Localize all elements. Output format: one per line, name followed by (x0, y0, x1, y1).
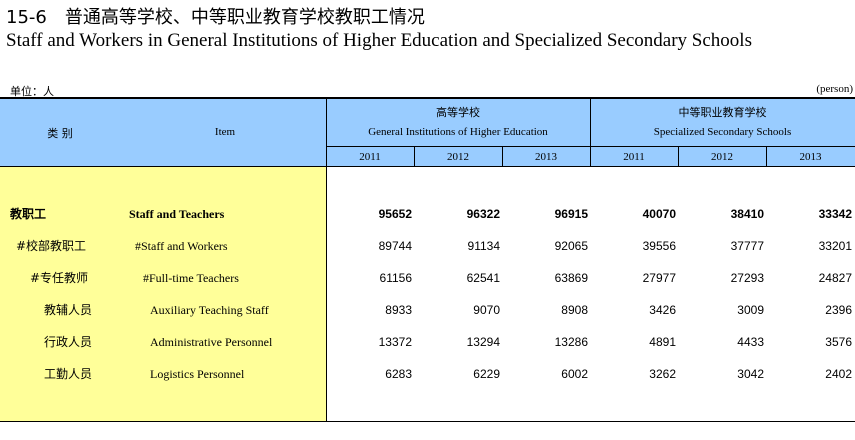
cell-value: 3576 (825, 335, 852, 349)
cell-value: 13372 (378, 335, 412, 349)
table-bottom-rule (0, 421, 855, 422)
cell-value: 33201 (818, 239, 852, 253)
row-label-divider (326, 167, 327, 421)
year-header: 2013 (799, 151, 822, 163)
cell-value: 6002 (561, 367, 588, 381)
table-row: #校部教职工 #Staff and Workers 89744 91134 92… (0, 236, 855, 256)
table-row: 工勤人员 Logistics Personnel 6283 6229 6002 … (0, 364, 855, 384)
cell-value: 9070 (473, 303, 500, 317)
table-top-rule (0, 97, 855, 99)
row-label-cn: 工勤人员 (44, 367, 93, 381)
cell-value: 3009 (737, 303, 764, 317)
year-divider (502, 146, 503, 167)
cell-value: 3426 (649, 303, 676, 317)
cell-value: 24827 (818, 271, 852, 285)
row-label-en: Auxiliary Teaching Staff (150, 303, 269, 317)
table-title-cn: 15-6 普通高等学校、中等职业教育学校教职工情况 (6, 7, 425, 28)
header-group1-en: General Institutions of Higher Education (368, 126, 548, 138)
row-label-en: #Staff and Workers (135, 239, 228, 253)
row-label-cn: 教辅人员 (44, 303, 93, 317)
cell-value: 4891 (649, 335, 676, 349)
header-group2-en: Specialized Secondary Schools (653, 126, 792, 138)
year-divider (678, 146, 679, 167)
cell-value: 63869 (554, 271, 588, 285)
row-label-column (0, 167, 326, 421)
cell-value: 96915 (554, 207, 588, 221)
cell-value: 39556 (642, 239, 676, 253)
unit-label-cn: 单位：人 (10, 85, 54, 98)
row-label-cn: 行政人员 (44, 335, 93, 349)
row-label-cn: 教职工 (10, 207, 47, 221)
cell-value: 40070 (642, 207, 676, 221)
row-label-en: Administrative Personnel (150, 335, 273, 349)
cell-value: 6283 (385, 367, 412, 381)
year-header: 2012 (711, 151, 733, 163)
year-row-rule (326, 146, 855, 147)
cell-value: 27977 (642, 271, 676, 285)
cell-value: 8933 (385, 303, 412, 317)
cell-value: 2396 (825, 303, 852, 317)
cell-value: 27293 (730, 271, 764, 285)
row-label-en: #Full-time Teachers (143, 271, 239, 285)
cell-value: 96322 (466, 207, 500, 221)
table-row: #专任教师 #Full-time Teachers 61156 62541 63… (0, 268, 855, 288)
year-divider (766, 146, 767, 167)
header-divider (326, 99, 327, 167)
cell-value: 13294 (466, 335, 500, 349)
unit-label-en: (person) (816, 83, 853, 95)
cell-value: 13286 (554, 335, 588, 349)
header-category-cn: 类 别 (47, 127, 73, 140)
row-label-cn: #校部教职工 (16, 239, 87, 253)
cell-value: 92065 (554, 239, 588, 253)
cell-value: 89744 (378, 239, 412, 253)
row-label-en: Logistics Personnel (150, 367, 245, 381)
year-divider (414, 146, 415, 167)
header-item-en: Item (214, 126, 236, 138)
row-label-en: Staff and Teachers (129, 207, 225, 221)
header-divider (590, 99, 591, 167)
year-header: 2011 (359, 151, 381, 163)
header-bottom-rule (0, 166, 855, 167)
cell-value: 6229 (473, 367, 500, 381)
cell-value: 62541 (466, 271, 500, 285)
cell-value: 4433 (737, 335, 764, 349)
cell-value: 2402 (825, 367, 852, 381)
table-title-en: Staff and Workers in General Institution… (6, 30, 752, 51)
cell-value: 61156 (379, 271, 412, 285)
cell-value: 38410 (730, 207, 764, 221)
cell-value: 8908 (561, 303, 588, 317)
table-row: 行政人员 Administrative Personnel 13372 1329… (0, 332, 855, 352)
table-row: 教职工 Staff and Teachers 95652 96322 96915… (0, 204, 855, 224)
year-header: 2013 (535, 151, 557, 163)
cell-value: 91134 (467, 239, 500, 253)
year-header: 2011 (623, 151, 645, 163)
row-label-cn: #专任教师 (30, 271, 89, 285)
year-header: 2012 (447, 151, 469, 163)
header-group2-cn: 中等职业教育学校 (678, 106, 767, 119)
cell-value: 3042 (737, 367, 764, 381)
header-group1-cn: 高等学校 (436, 106, 480, 119)
cell-value: 37777 (730, 239, 764, 253)
cell-value: 33342 (818, 207, 852, 221)
table-header (0, 99, 855, 166)
cell-value: 95652 (378, 207, 412, 221)
cell-value: 3262 (649, 367, 676, 381)
table-row: 教辅人员 Auxiliary Teaching Staff 8933 9070 … (0, 300, 855, 320)
